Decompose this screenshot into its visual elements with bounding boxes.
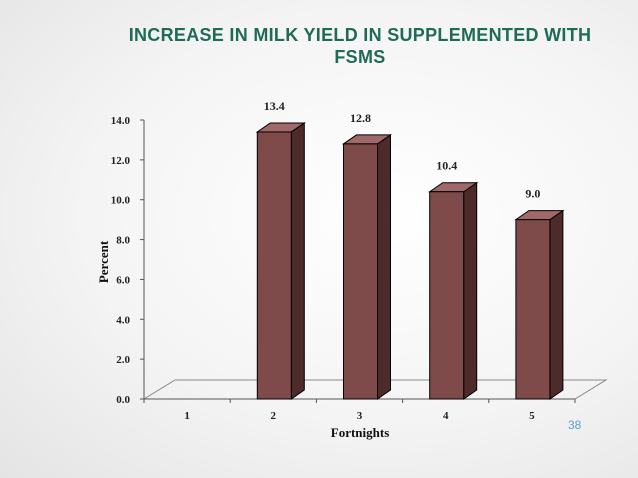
slide-number: 38 — [568, 418, 582, 432]
y-tick-label: 12.0 — [111, 155, 131, 167]
y-axis-label: Percent — [96, 240, 111, 283]
x-tick-label: 2 — [271, 410, 277, 422]
bar-front — [429, 191, 465, 400]
y-tick-label: 10.0 — [111, 195, 131, 207]
bar — [514, 209, 565, 400]
x-tick-label: 1 — [184, 410, 190, 422]
y-tick-label: 4.0 — [116, 314, 130, 326]
y-tick-label: 8.0 — [116, 235, 130, 247]
slide-title: INCREASE IN MILK YIELD IN SUPPLEMENTED W… — [128, 25, 592, 67]
x-tick-label: 5 — [529, 410, 535, 422]
bar-side — [377, 133, 391, 400]
bar — [255, 122, 306, 400]
bar-side — [549, 209, 564, 400]
x-axis-label: Fortnights — [331, 425, 390, 440]
bar — [341, 133, 393, 400]
bar-side — [463, 181, 478, 400]
y-tick-label: 0.0 — [116, 394, 130, 406]
data-label: 13.4 — [264, 99, 285, 113]
y-tick-label: 6.0 — [116, 274, 130, 286]
bar-front — [515, 219, 551, 400]
bar-side — [290, 122, 305, 400]
bar-front — [256, 131, 292, 400]
x-tick-label: 3 — [357, 410, 363, 422]
bar-front — [343, 143, 378, 400]
data-label: 12.8 — [350, 111, 371, 125]
data-label: 9.0 — [525, 187, 540, 201]
bar — [428, 181, 479, 400]
y-tick-label: 2.0 — [116, 354, 130, 366]
x-tick-label: 4 — [443, 410, 449, 422]
data-label: 10.4 — [436, 159, 457, 173]
y-tick-label: 14.0 — [111, 115, 131, 127]
